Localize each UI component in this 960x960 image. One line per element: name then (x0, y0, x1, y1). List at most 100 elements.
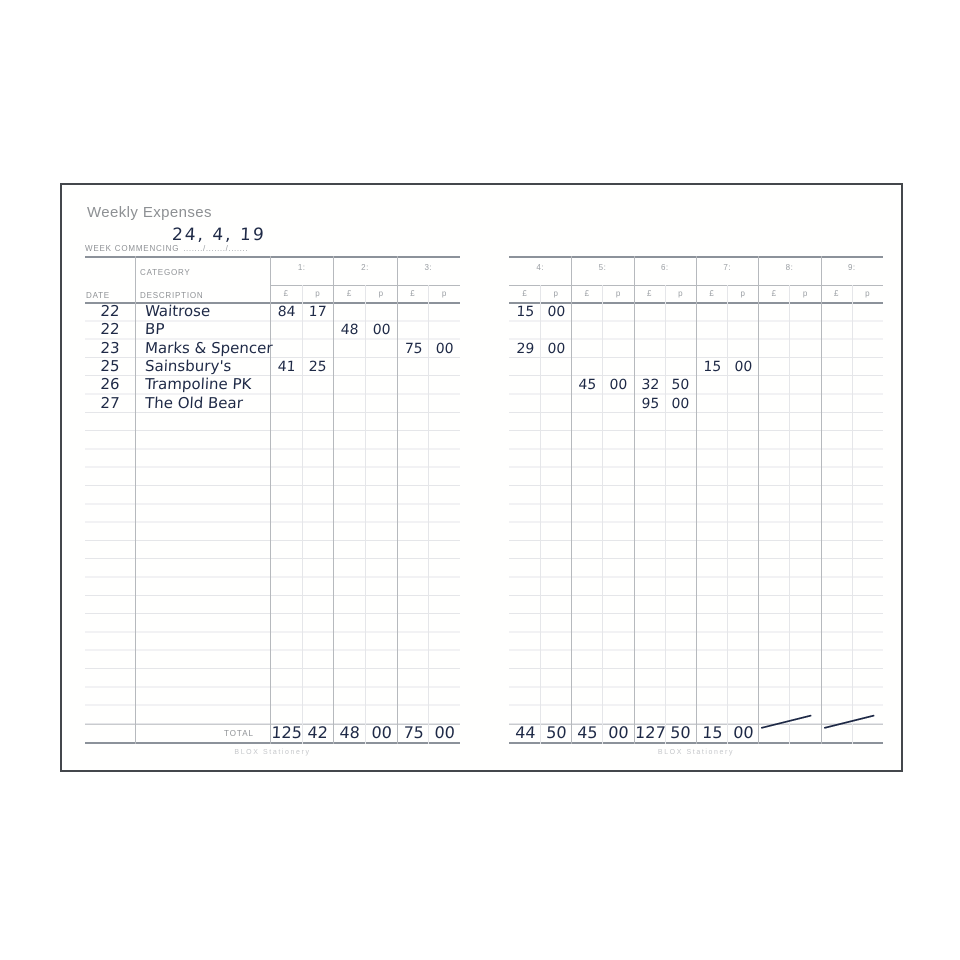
currency-subheader: £ (834, 289, 839, 298)
column-divider-line (633, 256, 635, 744)
pence-value: 00 (671, 395, 690, 412)
entry-row: 15 00 (509, 303, 883, 321)
date-cell: 22 (100, 320, 121, 339)
pounds-value: 95 (640, 395, 660, 412)
amount-cell: 45 00 (572, 723, 633, 744)
entry-row: 27 The Old Bear (85, 393, 460, 413)
currency-subheader: £ (522, 289, 527, 298)
amount-cell: 48 00 (334, 321, 396, 339)
pence-value: 50 (670, 723, 692, 742)
pounds-pence-divider-line (364, 285, 366, 744)
page-title: Weekly Expenses (87, 204, 212, 221)
pounds-pence-divider-line (540, 285, 542, 744)
column-divider-line (135, 256, 136, 744)
pounds-pence-divider-line (602, 285, 604, 744)
column-divider-line (396, 256, 398, 744)
column-divider-line (695, 256, 697, 744)
pence-subheader: p (378, 289, 384, 298)
amount-cell: 75 00 (398, 340, 460, 358)
amount-cell: 125 42 (270, 723, 333, 744)
pence-value: 00 (371, 322, 391, 339)
ledger-page: Weekly Expenses WEEK COMMENCING ......./.… (60, 183, 903, 772)
date-cell: 27 (100, 393, 121, 412)
numbered-column-header: 6: (660, 263, 669, 272)
pounds-value: 32 (640, 377, 660, 394)
entry-row: 95 00 (509, 395, 883, 413)
description-column-header: DESCRIPTION (140, 291, 204, 300)
amount-cell: 95 00 (635, 395, 696, 413)
brand-footer: BLOX Stationery (234, 749, 311, 756)
numbered-column-header: 3: (424, 263, 433, 272)
pre-total-line (85, 724, 460, 725)
amount-cell: 127 50 (634, 723, 696, 744)
pence-value: 00 (733, 359, 753, 376)
week-commencing-label: WEEK COMMENCING (85, 244, 180, 253)
pounds-pence-divider-line (727, 285, 729, 744)
currency-subheader: £ (584, 289, 590, 298)
pounds-value: 45 (577, 723, 599, 742)
expenses-table-left: DATE CATEGORY DESCRIPTION TOTAL 1: £ p 2: £ p… (85, 256, 460, 744)
week-commencing-value: 24, 4, 19 (171, 225, 267, 245)
pounds-value: 45 (578, 377, 597, 394)
pounds-pence-divider-line (428, 285, 430, 744)
pence-value: 00 (546, 304, 566, 321)
subheader-divider-line (85, 302, 460, 304)
pounds-pence-divider-line (789, 285, 791, 744)
currency-subheader: £ (771, 289, 777, 298)
date-cell: 25 (100, 357, 121, 376)
pounds-value: 125 (270, 723, 303, 742)
currency-subheader: £ (283, 289, 289, 298)
entry-row: 15 00 (509, 358, 883, 376)
category-column-header: CATEGORY (140, 268, 191, 277)
pence-value: 00 (435, 340, 454, 357)
brand-footer: BLOX Stationery (657, 749, 735, 756)
pence-subheader: p (802, 289, 808, 298)
pounds-value: 75 (402, 723, 424, 742)
pence-subheader: p (315, 289, 320, 298)
numbered-column-header: 5: (598, 263, 607, 272)
pounds-pence-divider-line (851, 285, 853, 744)
entry-row: 22 BP 48 00 (85, 321, 460, 339)
pence-subheader: p (740, 289, 745, 298)
column-divider-line (270, 256, 271, 744)
pounds-value: 41 (277, 359, 296, 376)
pence-value: 25 (308, 359, 328, 376)
numbered-column-header: 9: (847, 263, 856, 272)
entry-row: 45 00 32 50 (509, 376, 883, 394)
pence-value: 42 (307, 723, 329, 742)
date-cell: 26 (100, 375, 121, 394)
pence-value: 00 (608, 377, 628, 394)
amount-cell: 75 00 (398, 723, 460, 744)
week-commencing-row: WEEK COMMENCING ......./......./....... (85, 238, 248, 256)
entry-row: 25 Sainsbury's 41 25 (85, 357, 460, 376)
pence-subheader: p (615, 289, 621, 298)
amount-cell: 32 50 (635, 376, 696, 394)
pence-value: 50 (671, 377, 690, 394)
entry-row: 23 Marks & Spencer 75 00 (85, 338, 460, 358)
pence-value: 17 (308, 304, 328, 321)
table-bottom-border (85, 742, 460, 744)
pence-subheader: p (553, 289, 558, 298)
numbered-column-header: 1: (297, 263, 306, 272)
numbered-column-header: 2: (361, 263, 369, 272)
pence-value: 00 (607, 723, 630, 742)
amount-cell: 15 00 (697, 358, 758, 376)
description-cell: Trampoline PK (144, 375, 252, 394)
pence-value: 00 (433, 723, 456, 742)
date-column-header: DATE (86, 291, 110, 300)
pounds-value: 75 (403, 340, 423, 357)
amount-cell: 15 00 (697, 723, 758, 744)
amount-cell: 45 00 (572, 376, 633, 394)
expenses-table-right: 4: £ p 5: £ p 6: £ p 7: £ p 8: £ p 9: £ p 15 00 29 00 15 00 45 00… (509, 256, 883, 744)
description-cell: Sainsbury's (144, 357, 232, 376)
total-row-label: TOTAL (223, 729, 254, 738)
currency-subheader: £ (410, 289, 415, 298)
numbered-column-header: 4: (536, 263, 544, 272)
description-cell: BP (144, 320, 165, 339)
pounds-value: 44 (514, 723, 537, 742)
pounds-value: 15 (515, 304, 535, 321)
description-cell: Marks & Spencer (144, 338, 273, 357)
date-cell: 23 (100, 338, 121, 357)
totals-row: 125 42 48 00 75 00 (85, 723, 460, 744)
